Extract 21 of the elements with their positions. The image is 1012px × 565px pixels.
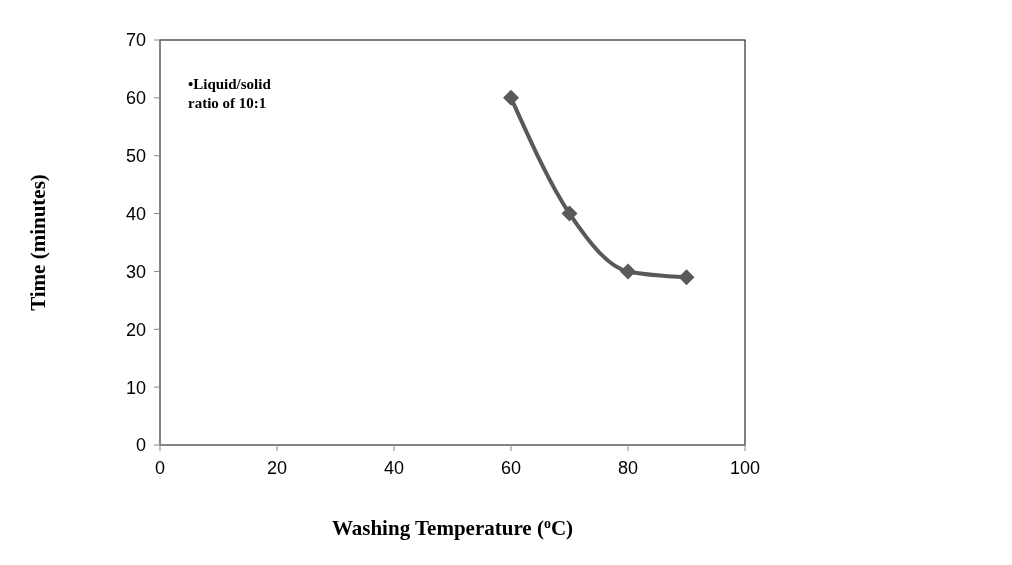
point: [678, 269, 695, 286]
y-tick-label: 20: [125, 319, 146, 340]
x-axis-title: Washing Temperature ($^{o}$C): [331, 515, 574, 540]
y-tick-label: 10: [125, 377, 146, 398]
y-tick-label: 70: [125, 30, 146, 51]
point: [503, 89, 519, 106]
y-tick-label: 0: [135, 435, 146, 456]
y-axis-title: Time (minutes): [26, 174, 50, 311]
y-tick-label: 30: [125, 261, 146, 282]
x-tick-label: 20: [266, 457, 288, 478]
annotation: •Liquid/solid ratio of 10:1: [188, 75, 272, 113]
x-tick-label: 0: [154, 457, 166, 478]
y-tick-label: 50: [125, 146, 146, 167]
x-tick-label: 60: [500, 457, 522, 478]
x-tick-label: 40: [383, 457, 405, 478]
y-tick-label: 60: [125, 88, 146, 109]
point: [561, 205, 578, 222]
point: [620, 263, 636, 280]
y-tick-label: 40: [125, 203, 146, 224]
x-tick-label: 100: [729, 457, 761, 478]
x-tick-label: 80: [617, 457, 639, 478]
